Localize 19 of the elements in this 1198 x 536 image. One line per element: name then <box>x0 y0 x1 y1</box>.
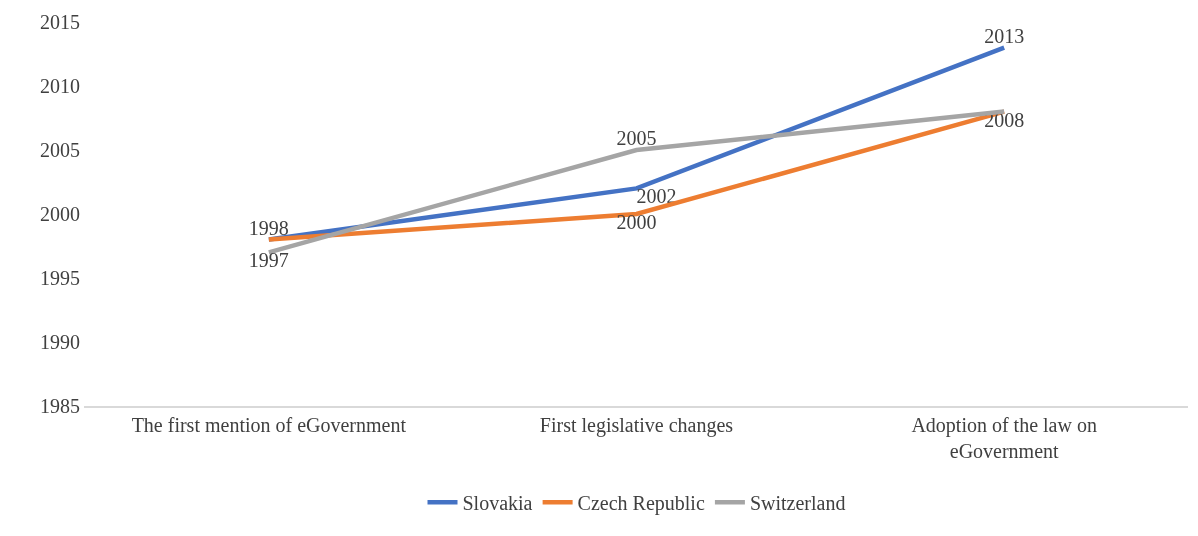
x-tick-label: The first mention of eGovernment <box>131 413 407 436</box>
y-tick-label: 2010 <box>40 75 80 97</box>
legend-label: Slovakia <box>462 492 533 515</box>
y-tick-label: 1995 <box>40 267 80 289</box>
data-label: 2013 <box>984 24 1025 47</box>
x-tick-label: First legislative changes <box>539 413 734 437</box>
data-label: 2002 <box>636 185 677 208</box>
data-label: 1997 <box>248 249 289 272</box>
data-label: 2005 <box>616 127 657 149</box>
x-tick-label: Adoption of the law on eGovernment <box>911 413 1097 462</box>
y-tick-label: 2005 <box>40 139 80 161</box>
data-label: 2000 <box>616 211 657 233</box>
y-tick-label: 2000 <box>40 203 80 225</box>
data-label: 1998 <box>248 216 289 239</box>
y-tick-label: 1985 <box>40 395 80 417</box>
legend-label: Switzerland <box>749 492 846 515</box>
y-tick-label: 2015 <box>40 11 80 33</box>
y-tick-label: 1990 <box>40 331 80 353</box>
legend-label: Czech Republic <box>577 492 705 516</box>
